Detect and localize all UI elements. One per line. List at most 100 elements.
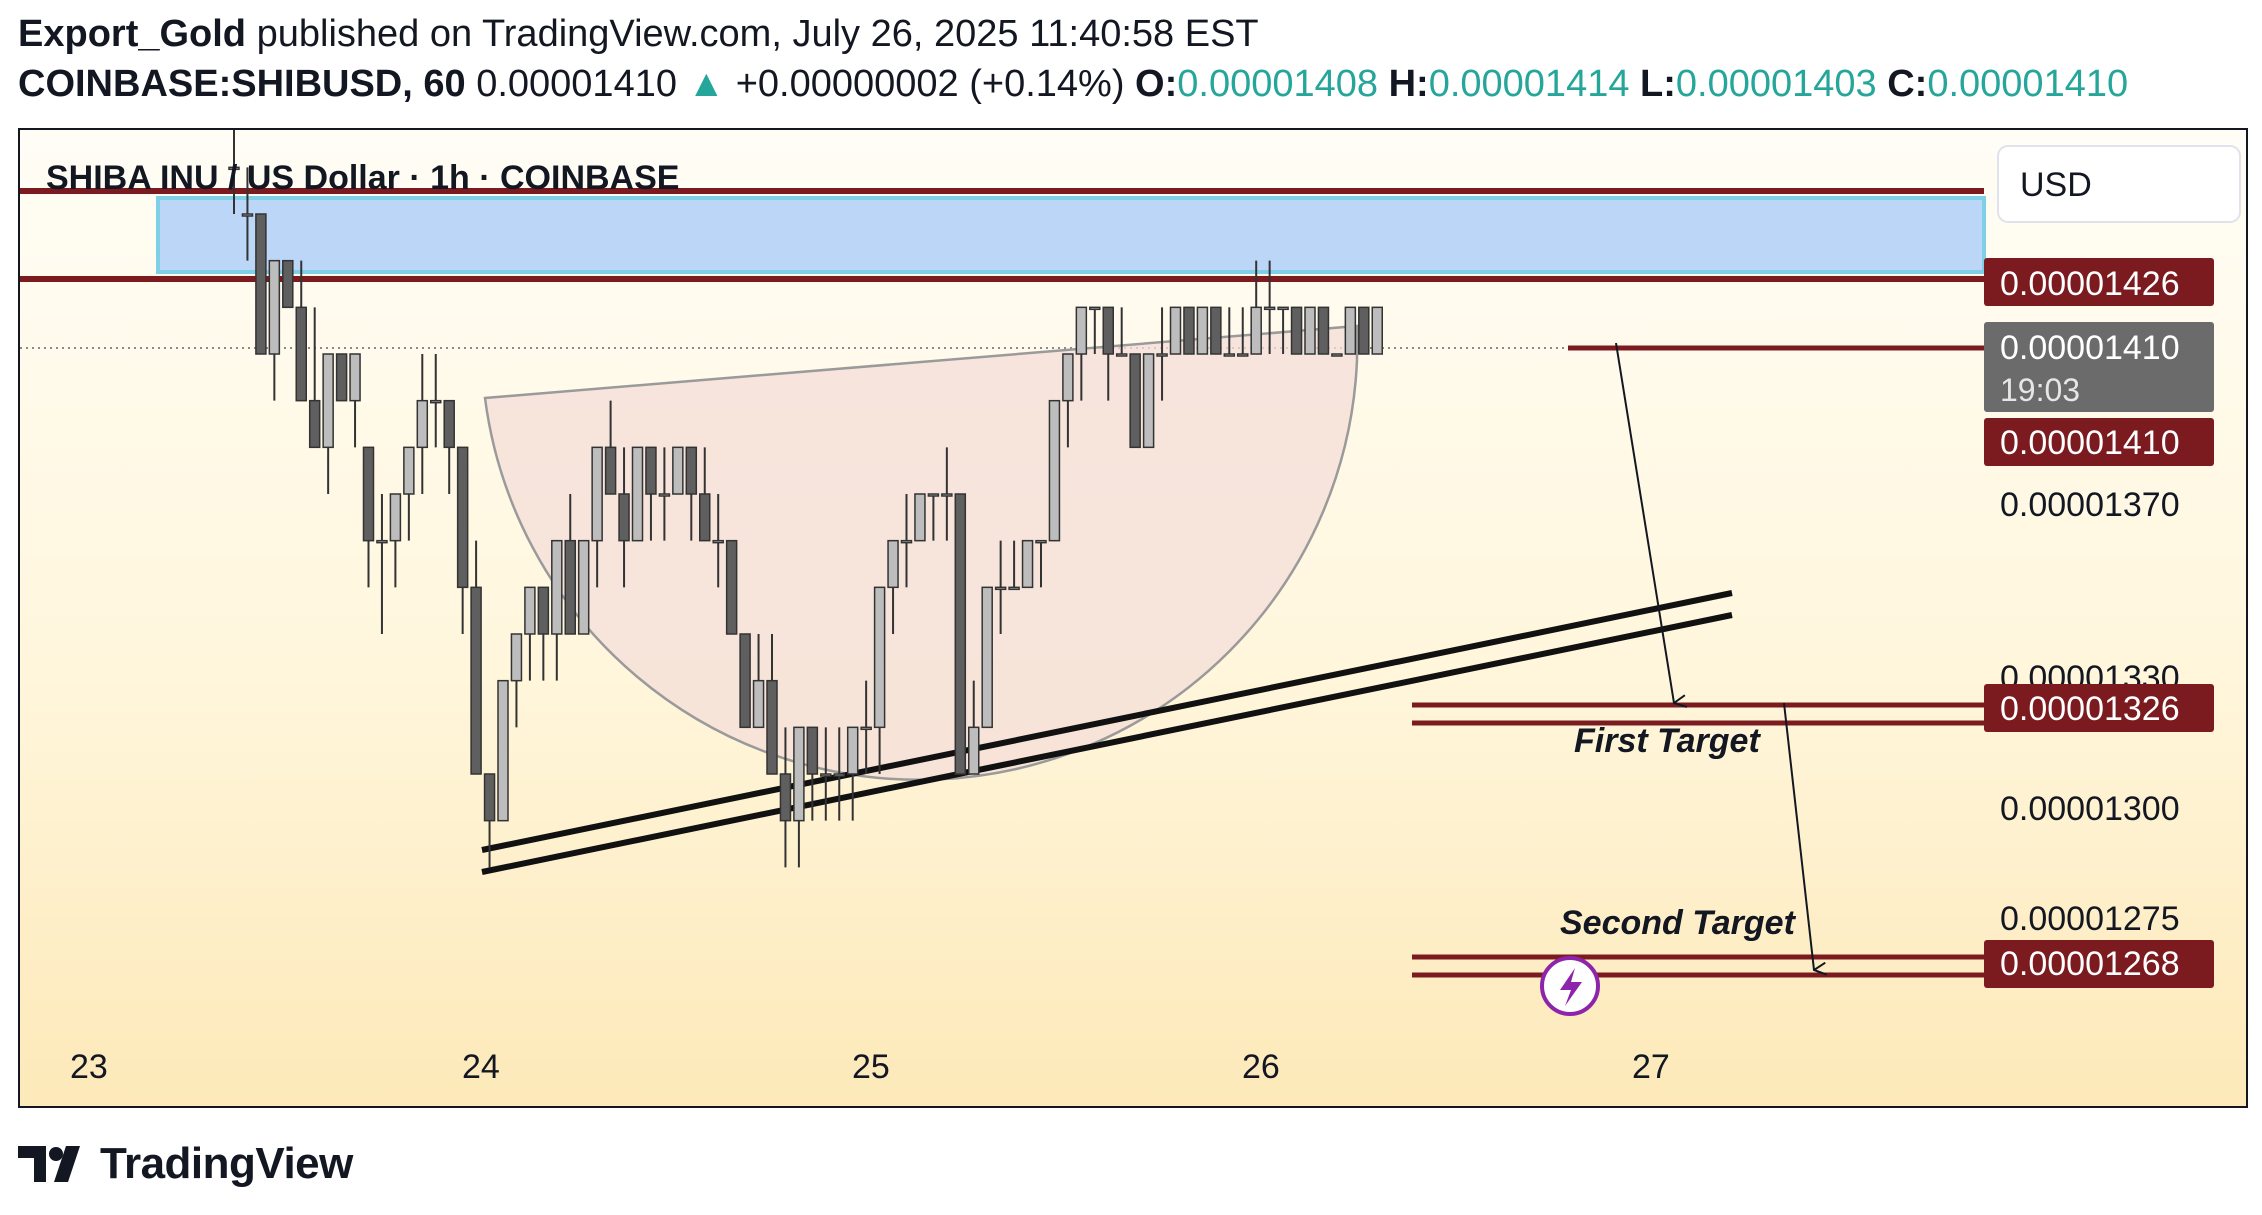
time-axis[interactable]: 23 24 25 26 27 <box>70 1048 1670 1086</box>
trendline-lower[interactable] <box>481 612 1733 875</box>
candle-body[interactable] <box>524 586 536 635</box>
candle-body[interactable] <box>537 586 550 635</box>
candle-body[interactable] <box>255 213 267 355</box>
candle-body[interactable] <box>900 539 913 544</box>
candle-body[interactable] <box>739 633 751 729</box>
symbol-label[interactable]: COINBASE:SHIBUSD, 60 <box>18 63 466 105</box>
candle-body[interactable] <box>631 446 644 542</box>
chart-area[interactable]: First Target Second Target SHIBA INU / U… <box>18 128 2248 1108</box>
candle-body[interactable] <box>699 493 711 542</box>
candle-body[interactable] <box>1331 353 1343 357</box>
candle-body[interactable] <box>376 539 388 544</box>
candle-body[interactable] <box>793 726 805 822</box>
candle-body[interactable] <box>927 493 940 497</box>
candle-body[interactable] <box>551 539 563 635</box>
rounded-bottom-pattern[interactable] <box>483 324 1359 781</box>
candle-body[interactable] <box>1062 353 1074 402</box>
price-tag-current[interactable] <box>1984 322 2214 412</box>
candle-body[interactable] <box>335 353 348 402</box>
candle-body[interactable] <box>308 399 321 449</box>
candle-body[interactable] <box>1048 399 1061 542</box>
candle-body[interactable] <box>1089 306 1101 311</box>
candle-body[interactable] <box>806 726 819 775</box>
candle-body[interactable] <box>752 679 765 729</box>
candle-body[interactable] <box>914 493 926 542</box>
candle-body[interactable] <box>941 493 953 497</box>
candle-body[interactable] <box>820 773 832 777</box>
candle-body[interactable] <box>1169 306 1182 355</box>
price-tag-close-level[interactable] <box>1984 418 2214 466</box>
tradingview-logo[interactable]: TradingView <box>18 1138 353 1190</box>
candle-body[interactable] <box>1210 306 1222 355</box>
candle-body[interactable] <box>618 493 630 542</box>
first-target-arrow[interactable] <box>1615 342 1674 703</box>
candle-body[interactable] <box>497 679 509 822</box>
resistance-zone[interactable] <box>156 196 1986 274</box>
candle-body[interactable] <box>228 166 240 171</box>
candle-body[interactable] <box>1223 353 1236 357</box>
price-tag-first-target[interactable] <box>1984 684 2214 732</box>
candle-body[interactable] <box>1115 353 1128 357</box>
candle-body[interactable] <box>725 539 738 635</box>
candle-body[interactable] <box>1035 539 1047 544</box>
candle-body[interactable] <box>1371 306 1383 355</box>
candle-body[interactable] <box>1156 353 1168 357</box>
candle-body[interactable] <box>1277 306 1289 311</box>
candle-body[interactable] <box>645 446 657 495</box>
candle-body[interactable] <box>1021 539 1034 589</box>
candle-body[interactable] <box>1344 306 1357 355</box>
candle-body[interactable] <box>1102 306 1114 355</box>
candle-body[interactable] <box>577 539 590 635</box>
trendline-upper[interactable] <box>481 590 1733 853</box>
candle-body[interactable] <box>389 493 402 542</box>
candle-body[interactable] <box>846 726 859 775</box>
candle-body[interactable] <box>994 586 1007 591</box>
candle-body[interactable] <box>685 446 698 495</box>
candle-body[interactable] <box>779 773 792 822</box>
candle-body[interactable] <box>873 586 886 729</box>
candle-body[interactable] <box>510 633 523 682</box>
candle-body[interactable] <box>403 446 415 495</box>
candle-body[interactable] <box>766 679 778 775</box>
candle-body[interactable] <box>604 446 617 495</box>
price-scale[interactable]: USD 0.00001370 0.00001330 0.00001300 0.0… <box>1984 145 2241 988</box>
candle-body[interactable] <box>1358 306 1370 355</box>
price-tag-resistance[interactable] <box>1984 258 2214 306</box>
currency-button[interactable] <box>1997 145 2241 223</box>
candle-body[interactable] <box>564 539 576 635</box>
candle-body[interactable] <box>1250 306 1262 355</box>
lightning-icon[interactable] <box>1540 956 1600 1016</box>
candle-body[interactable] <box>887 539 899 589</box>
candle-body[interactable] <box>981 586 993 729</box>
candle-body[interactable] <box>295 306 307 402</box>
candle-body[interactable] <box>1263 306 1276 311</box>
candle-body[interactable] <box>1142 353 1155 449</box>
candle-body[interactable] <box>470 586 482 775</box>
candle-body[interactable] <box>483 773 496 822</box>
candle-body[interactable] <box>456 446 469 589</box>
author-name[interactable]: Export_Gold <box>18 13 247 55</box>
candle-body[interactable] <box>1290 306 1303 355</box>
candle-body[interactable] <box>658 493 671 497</box>
candle-body[interactable] <box>362 446 375 542</box>
candle-body[interactable] <box>1304 306 1316 355</box>
candle-body[interactable] <box>1129 353 1141 449</box>
candle-body[interactable] <box>241 213 254 217</box>
price-tag-second-target[interactable] <box>1984 940 2214 988</box>
candle-body[interactable] <box>443 399 455 449</box>
candle-body[interactable] <box>268 259 281 355</box>
chart-canvas[interactable]: First Target Second Target SHIBA INU / U… <box>20 130 2248 1108</box>
candle-body[interactable] <box>322 353 334 449</box>
candle-body[interactable] <box>416 399 429 449</box>
candle-body[interactable] <box>1075 306 1088 355</box>
candle-body[interactable] <box>430 399 442 404</box>
second-target-arrow[interactable] <box>1783 702 1814 970</box>
candle-body[interactable] <box>591 446 603 542</box>
candle-body[interactable] <box>1183 306 1195 355</box>
candle-body[interactable] <box>968 726 980 775</box>
candle-body[interactable] <box>1237 353 1249 357</box>
candle-body[interactable] <box>712 539 724 544</box>
candle-body[interactable] <box>954 493 967 775</box>
candle-body[interactable] <box>1317 306 1330 355</box>
candle-body[interactable] <box>672 446 684 495</box>
